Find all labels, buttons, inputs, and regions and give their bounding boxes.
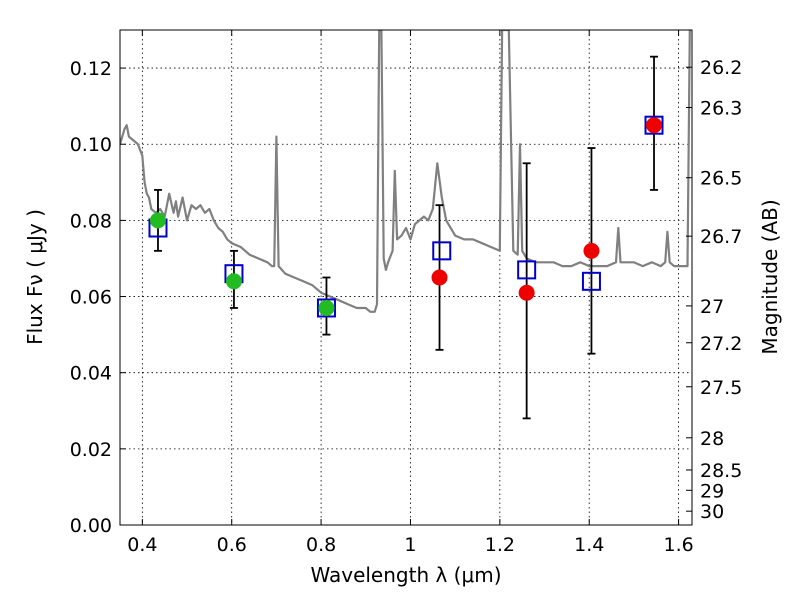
right-tick-label: 26.7	[700, 226, 742, 248]
model-square-marker	[316, 298, 336, 318]
y-axis-label: Flux Fν ( μJy )	[23, 209, 47, 345]
right-tick-label: 29	[700, 480, 724, 502]
y-tick-label: 0.12	[70, 58, 112, 80]
spectrum-layer	[120, 30, 691, 313]
x-tick-label: 1.2	[485, 534, 515, 556]
right-tick-label: 28	[700, 428, 724, 450]
y-tick-label: 0.08	[70, 210, 112, 232]
photometry-circle-marker	[431, 269, 448, 286]
error-bars	[153, 55, 659, 420]
plot-frame	[119, 29, 693, 526]
photometry-circle-marker	[518, 284, 535, 301]
right-tick-label: 26.2	[700, 57, 742, 79]
x-tick-label: 1	[404, 534, 416, 556]
model-square-marker	[517, 260, 537, 280]
markers	[148, 115, 664, 318]
x-tick-label: 0.4	[127, 534, 157, 556]
x-tick-label: 1.6	[663, 534, 693, 556]
ticks: 0.4 0.6 0.8 1 1.2 1.4 1.6 0.00 0.02 0.04 0.06 0.08 0…	[70, 30, 742, 556]
spectrum-line	[120, 30, 691, 313]
right-axis-label: Magnitude (AB)	[758, 199, 782, 354]
right-tick-label: 26.5	[700, 168, 742, 190]
right-tick-label: 27.2	[700, 333, 742, 355]
photometry-circle-marker	[149, 212, 166, 229]
right-tick-label: 30	[700, 501, 724, 523]
y-tick-label: 0.06	[70, 287, 112, 309]
right-tick-label: 27	[700, 296, 724, 318]
x-tick-label: 0.8	[306, 534, 336, 556]
model-square-marker	[644, 115, 664, 135]
photometry-circle-marker	[225, 273, 242, 290]
photometry-circle-marker	[646, 117, 663, 134]
y-tick-label: 0.10	[70, 134, 112, 156]
right-tick-label: 26.3	[700, 97, 742, 119]
grid	[120, 30, 692, 526]
photometry-circle-marker	[583, 242, 600, 259]
x-tick-label: 1.4	[574, 534, 604, 556]
x-axis-label: Wavelength λ (μm)	[310, 563, 501, 587]
right-tick-label: 27.5	[700, 377, 742, 399]
model-square-marker	[432, 241, 452, 261]
x-tick-label: 0.6	[217, 534, 247, 556]
model-square-marker	[581, 271, 601, 291]
right-tick-label: 28.5	[700, 460, 742, 482]
y-tick-label: 0.02	[70, 439, 112, 461]
y-tick-label: 0.00	[70, 515, 112, 537]
photometry-circle-marker	[318, 299, 335, 316]
y-tick-label: 0.04	[70, 363, 112, 385]
